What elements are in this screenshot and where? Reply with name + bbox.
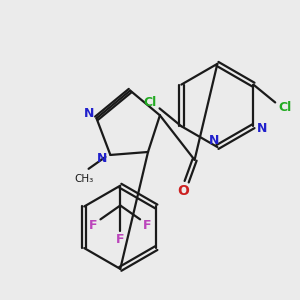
Text: N: N bbox=[97, 152, 108, 165]
Text: F: F bbox=[116, 233, 124, 246]
Text: F: F bbox=[143, 219, 151, 232]
Text: F: F bbox=[89, 219, 98, 232]
Text: N: N bbox=[257, 122, 268, 135]
Text: N: N bbox=[209, 134, 220, 147]
Text: Cl: Cl bbox=[278, 101, 292, 114]
Text: Cl: Cl bbox=[143, 96, 156, 109]
Text: N: N bbox=[83, 107, 94, 120]
Text: CH₃: CH₃ bbox=[74, 174, 93, 184]
Text: O: O bbox=[178, 184, 190, 198]
